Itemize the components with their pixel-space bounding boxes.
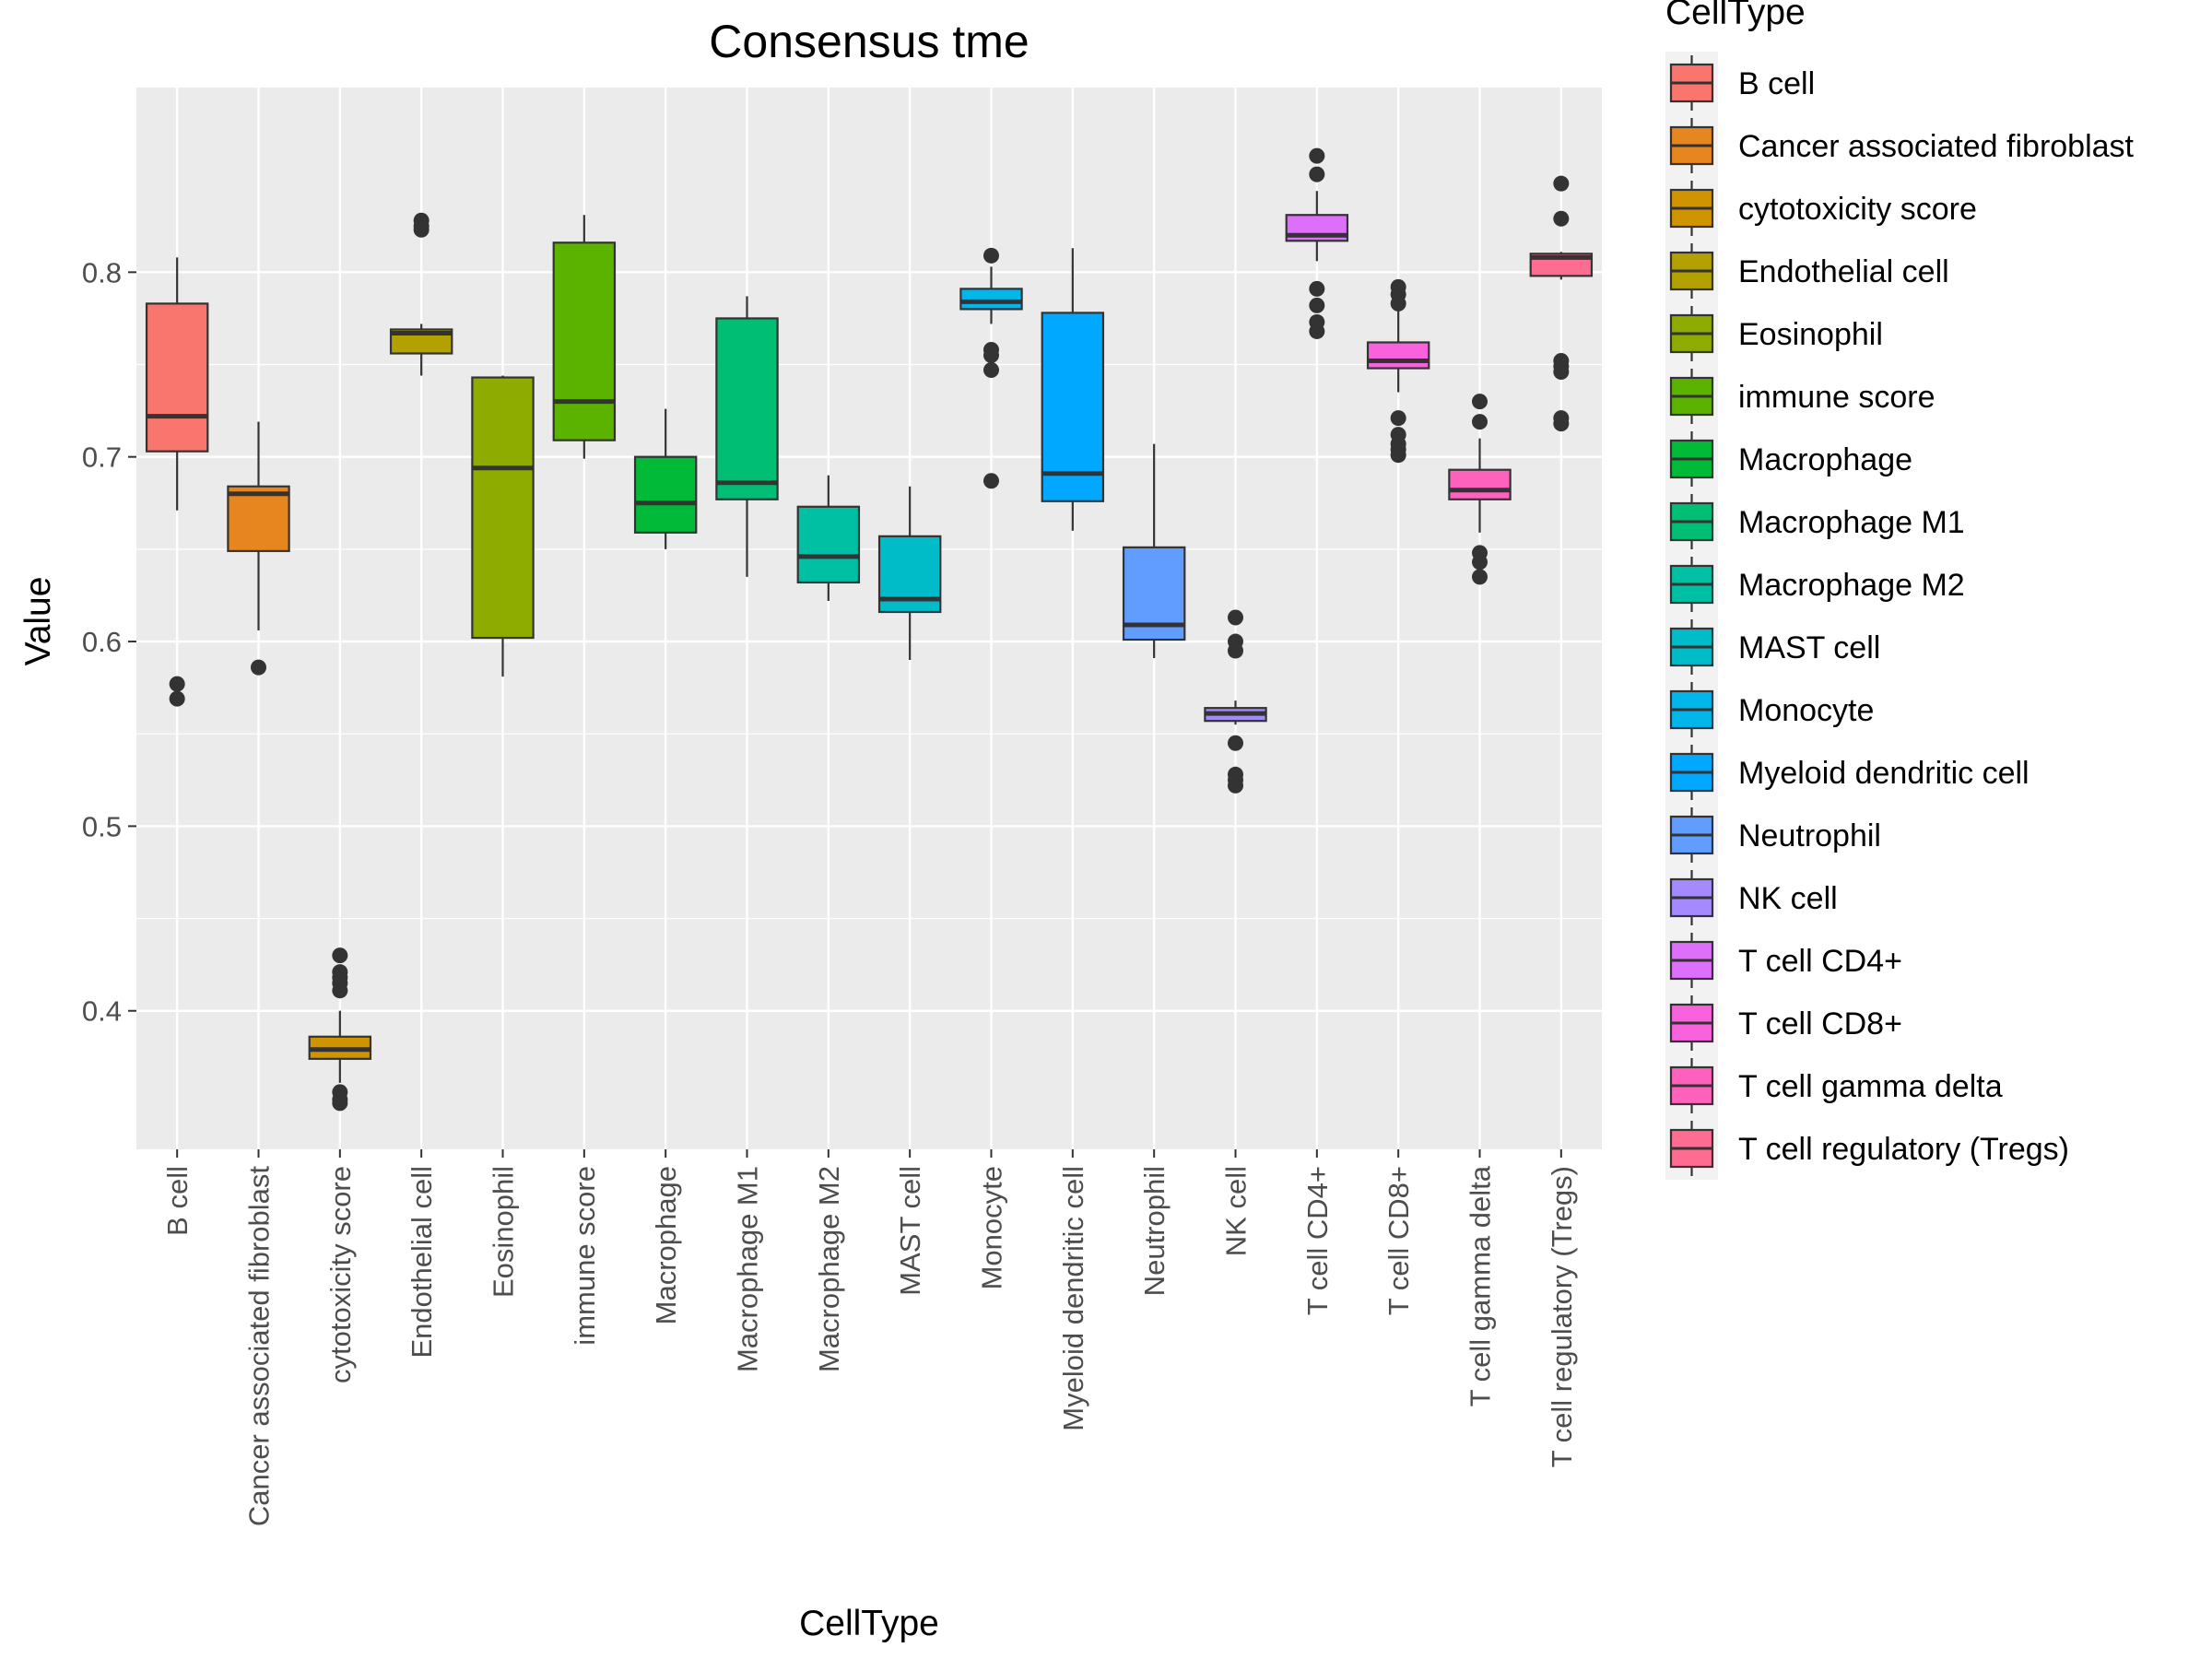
x-axis: B cell Cancer associated fibroblast cytoto… [161,1149,1578,1526]
outlier-point [983,347,999,364]
boxes [145,147,1594,1112]
box-iqr [633,455,698,534]
y-tick-label: 0.7 [82,441,122,474]
legend-label: Monocyte [1738,693,1874,728]
x-tick-label: immune score [569,1166,601,1346]
chart-title: Consensus tme [709,16,1029,67]
x-tick-label: NK cell [1220,1166,1253,1256]
legend-label: T cell CD8+ [1738,1006,1902,1041]
outlier-point [1472,554,1488,571]
box-iqr [1366,341,1430,370]
y-tick-label: 0.5 [82,810,122,842]
legend-label: immune score [1738,380,1936,415]
legend-label: Eosinophil [1738,317,1883,352]
x-tick-label: Macrophage M2 [813,1166,845,1372]
box-iqr [796,505,861,584]
x-tick-label: T cell gamma delta [1465,1165,1497,1406]
box-iqr [552,241,617,441]
outlier-point [1228,642,1243,659]
x-tick-label: Macrophage [650,1166,682,1324]
x-tick-label: B cell [161,1166,194,1236]
outlier-point [1553,364,1570,381]
box-iqr [1041,312,1105,502]
x-tick-label: T cell CD8+ [1382,1166,1415,1315]
y-axis-title: Value [18,577,58,666]
box-iqr [227,485,290,552]
legend-title: CellType [1665,0,1806,32]
legend-label: Macrophage M1 [1738,505,1965,540]
x-tick-label: MAST cell [894,1166,926,1296]
outlier-point [1309,280,1325,297]
x-tick-label: Endothelial cell [406,1166,438,1359]
x-tick-label: Macrophage M1 [732,1166,764,1372]
y-tick-label: 0.4 [82,995,122,1028]
legend-label: MAST cell [1738,630,1880,665]
x-axis-title: CellType [799,1604,939,1643]
plot-panel [136,88,1602,1149]
legend-label: Myeloid dendritic cell [1738,756,2030,791]
legend-label: T cell CD4+ [1738,944,1902,979]
x-tick-label: T cell regulatory (Tregs) [1546,1166,1578,1467]
outlier-point [332,947,348,964]
outlier-point [413,221,429,238]
outlier-point [1390,410,1406,427]
legend-label: cytotoxicity score [1738,192,1977,227]
x-tick-label: Neutrophil [1138,1166,1171,1296]
x-tick-label: Monocyte [976,1166,1008,1289]
outlier-point [1553,210,1570,227]
legend-label: T cell gamma delta [1738,1069,2003,1104]
outlier-point [1390,447,1406,464]
legend-label: NK cell [1738,881,1838,916]
outlier-point [1390,295,1406,312]
outlier-point [332,1095,348,1112]
outlier-point [1553,175,1570,192]
box-iqr [1448,468,1512,500]
x-tick-label: Eosinophil [488,1166,520,1298]
legend-label: Neutrophil [1738,818,1881,853]
x-tick-label: Cancer associated fibroblast [243,1166,276,1527]
outlier-point [1309,323,1325,339]
legend: B cell Cancer associated fibroblast cytoto… [1665,52,2135,1180]
outlier-point [1553,416,1570,432]
box-iqr [715,317,779,500]
y-axis: 0.4 0.5 0.6 0.7 0.8 [82,256,136,1028]
outlier-point [1472,394,1488,410]
outlier-point [1228,609,1243,626]
outlier-point [332,982,348,999]
outlier-point [1228,735,1243,751]
outlier-point [169,690,185,707]
outlier-point [1472,569,1488,585]
y-tick-label: 0.8 [82,256,122,288]
outlier-point [1309,166,1325,182]
outlier-point [1472,414,1488,430]
x-tick-label: cytotoxicity score [324,1166,357,1383]
outlier-point [1309,297,1325,313]
box-iqr [145,302,209,453]
box-iqr [471,376,535,640]
y-tick-label: 0.6 [82,626,122,658]
outlier-point [1309,147,1325,164]
legend-label: T cell regulatory (Tregs) [1738,1132,2069,1167]
legend-label: Endothelial cell [1738,254,1949,289]
outlier-point [983,247,999,264]
legend-label: Cancer associated fibroblast [1738,129,2135,164]
legend-label: Macrophage M2 [1738,568,1965,603]
legend-label: Macrophage [1738,442,1912,477]
outlier-point [169,676,185,692]
outlier-point [983,362,999,379]
x-tick-label: T cell CD4+ [1301,1166,1334,1315]
outlier-point [251,659,266,676]
legend-label: B cell [1738,66,1815,101]
legend-key-background [1665,52,1718,1180]
outlier-point [1228,777,1243,794]
outlier-point [983,473,999,489]
box-iqr [959,288,1023,311]
x-tick-label: Myeloid dendritic cell [1057,1166,1089,1431]
